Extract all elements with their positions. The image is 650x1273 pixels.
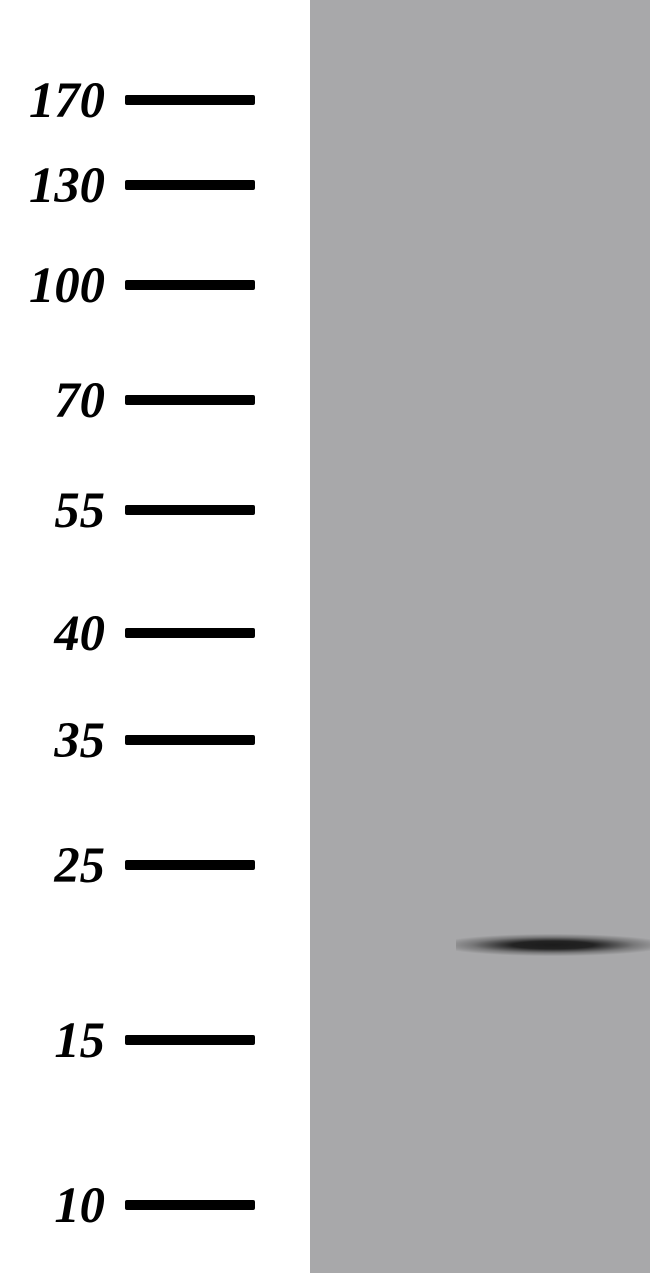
ladder-marker-label: 25: [0, 836, 125, 894]
ladder-marker-tick: [125, 1035, 255, 1045]
ladder-marker-tick: [125, 505, 255, 515]
blot-membrane: [310, 0, 650, 1273]
ladder-marker-label: 170: [0, 71, 125, 129]
ladder-marker-tick: [125, 395, 255, 405]
ladder-marker: 130: [0, 156, 300, 214]
ladder-marker: 55: [0, 481, 300, 539]
ladder-marker-label: 15: [0, 1011, 125, 1069]
western-blot-figure: 170 130 100 70 55 40 35 25 15 10: [0, 0, 650, 1273]
ladder-marker-label: 70: [0, 371, 125, 429]
ladder-marker: 15: [0, 1011, 300, 1069]
ladder-marker-tick: [125, 280, 255, 290]
ladder-marker-tick: [125, 735, 255, 745]
ladder-marker: 70: [0, 371, 300, 429]
ladder-marker-tick: [125, 180, 255, 190]
ladder-marker-label: 40: [0, 604, 125, 662]
ladder-marker: 40: [0, 604, 300, 662]
ladder-marker: 170: [0, 71, 300, 129]
ladder-marker-label: 10: [0, 1176, 125, 1234]
ladder-marker-tick: [125, 1200, 255, 1210]
ladder-marker-label: 100: [0, 256, 125, 314]
ladder-marker-tick: [125, 95, 255, 105]
protein-band-lane2: [456, 931, 650, 959]
ladder-marker-label: 55: [0, 481, 125, 539]
ladder-marker: 10: [0, 1176, 300, 1234]
ladder-marker-label: 35: [0, 711, 125, 769]
ladder-marker: 35: [0, 711, 300, 769]
ladder-marker: 100: [0, 256, 300, 314]
ladder-marker: 25: [0, 836, 300, 894]
ladder-marker-label: 130: [0, 156, 125, 214]
ladder-marker-tick: [125, 860, 255, 870]
ladder-marker-tick: [125, 628, 255, 638]
